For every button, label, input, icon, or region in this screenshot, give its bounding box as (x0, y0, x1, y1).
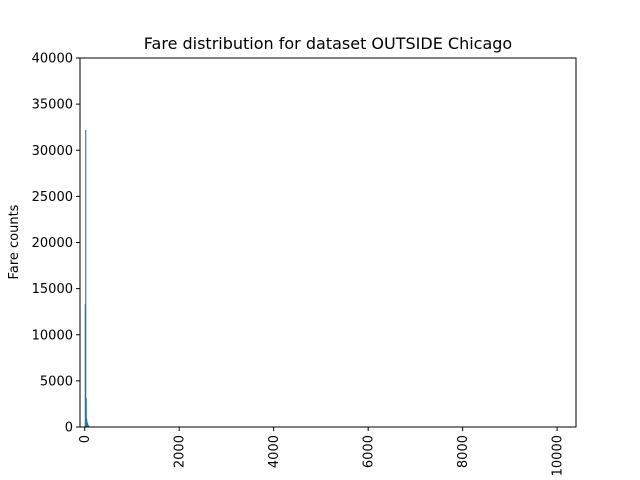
x-tick-label: 10000 (551, 435, 566, 476)
x-tick-label: 8000 (456, 435, 471, 468)
histogram-bar (85, 129, 87, 427)
y-tick-label: 25000 (32, 190, 73, 205)
x-tick-label: 6000 (362, 435, 377, 468)
y-tick-label: 40000 (32, 52, 73, 67)
x-tick-label: 4000 (267, 435, 282, 468)
x-axis: 0 2000 4000 6000 8000 10000 (78, 427, 566, 476)
y-tick-label: 35000 (32, 98, 73, 113)
histogram-bar (85, 398, 87, 427)
y-tick-label: 20000 (32, 236, 73, 251)
y-axis-label: Fare counts (7, 204, 22, 279)
x-tick-label: 2000 (173, 435, 188, 468)
y-tick-label: 10000 (32, 328, 73, 343)
plot-frame (79, 57, 577, 428)
chart-title: Fare distribution for dataset OUTSIDE Ch… (144, 34, 512, 53)
y-tick-label: 5000 (40, 374, 73, 389)
y-axis: 0 5000 10000 15000 20000 25000 30000 35000 40000 (32, 52, 80, 436)
y-tick-label: 0 (65, 421, 73, 436)
y-tick-label: 15000 (32, 282, 73, 297)
histogram-bars (84, 129, 90, 427)
x-tick-label: 0 (78, 435, 93, 443)
y-tick-label: 30000 (32, 144, 73, 159)
